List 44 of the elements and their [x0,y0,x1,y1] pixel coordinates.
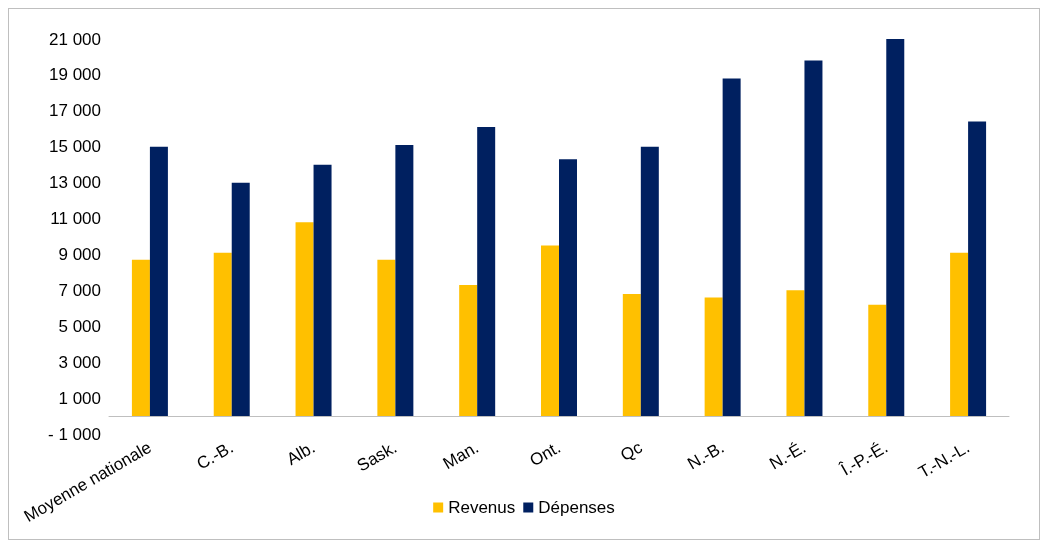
bar [131,259,150,417]
x-tick-label: Man. [439,437,482,474]
bar [377,259,396,417]
y-tick-label: 3 000 [58,352,101,372]
bar [477,126,496,417]
y-tick-label: 7 000 [58,280,101,300]
y-tick-label: 9 000 [58,244,101,264]
bar [640,146,659,417]
bar [541,245,559,417]
bar [804,60,823,417]
bar [559,159,577,417]
bar [313,164,332,417]
x-tick-label: N.-B. [684,437,728,474]
x-tick-label: Qc [617,437,646,466]
bar [231,182,250,417]
bar [950,252,969,417]
bar [886,39,905,417]
bar [786,290,805,417]
y-tick-label: 5 000 [58,316,101,336]
bar [295,222,314,417]
bar [213,252,232,417]
x-tick-label: N.-É. [766,437,810,474]
y-tick-label: 17 000 [49,101,101,121]
y-tick-label: 13 000 [49,173,101,193]
bar [622,293,641,417]
y-tick-label: 21 000 [49,29,101,49]
bar [704,297,723,417]
bar [149,146,168,417]
y-tick-label: 1 000 [58,388,101,408]
bar [395,144,414,417]
y-tick-label: 19 000 [49,65,101,85]
x-tick-label: Ont. [526,437,564,471]
y-tick-label: 15 000 [49,137,101,157]
legend-label: Revenus [448,498,516,517]
y-tick-label: 11 000 [50,209,101,229]
x-tick-label: C.-B. [193,437,237,474]
x-tick-label: Alb. [283,437,319,469]
bar [459,284,478,417]
bar [868,304,887,417]
bar [722,78,741,417]
legend-label: Dépenses [538,498,615,517]
bar [968,121,987,417]
y-tick-label: - 1 000 [48,424,101,444]
x-tick-label: Sask. [353,437,401,476]
